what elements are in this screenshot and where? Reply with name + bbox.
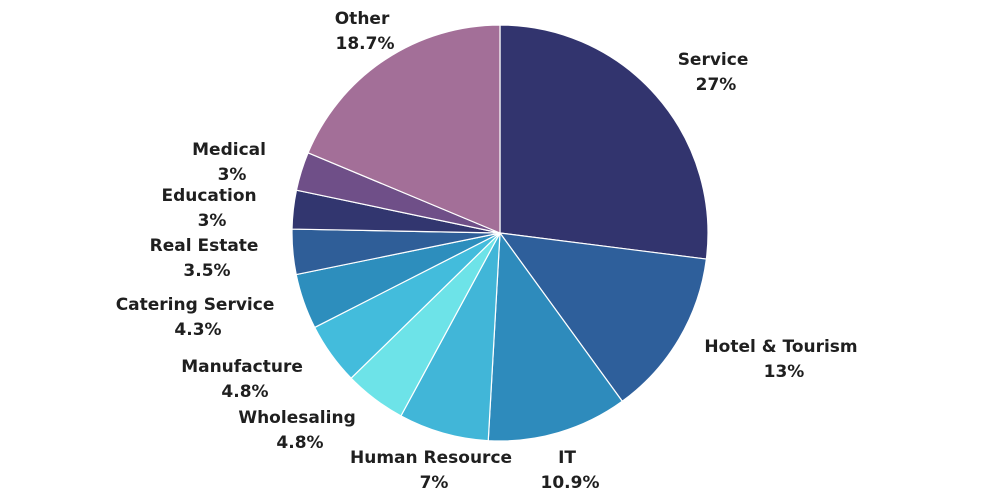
label-human-resource: Human Resource 7% [350, 448, 518, 493]
label-medical: Medical 3% [192, 140, 272, 185]
label-other: Other 18.7% [335, 9, 396, 54]
pie-slice-hotel-tourism [499, 232, 707, 402]
label-wholesaling: Wholesaling 4.8% [238, 408, 361, 453]
pie-slice-it [487, 232, 623, 442]
label-manufacture: Manufacture 4.8% [181, 357, 309, 402]
pie-slices [291, 24, 709, 442]
label-catering-service: Catering Service 4.3% [116, 295, 281, 340]
label-real-estate: Real Estate 3.5% [150, 236, 265, 281]
label-hotel-tourism: Hotel & Tourism 13% [704, 337, 863, 382]
label-it: IT 10.9% [541, 448, 600, 493]
pie-labels: Service 27% Hotel & Tourism 13% IT 10.9%… [116, 9, 863, 493]
label-education: Education 3% [161, 186, 262, 231]
pie-slice-service [499, 24, 709, 260]
pie-slice-other [307, 24, 501, 234]
label-service: Service 27% [678, 50, 755, 95]
